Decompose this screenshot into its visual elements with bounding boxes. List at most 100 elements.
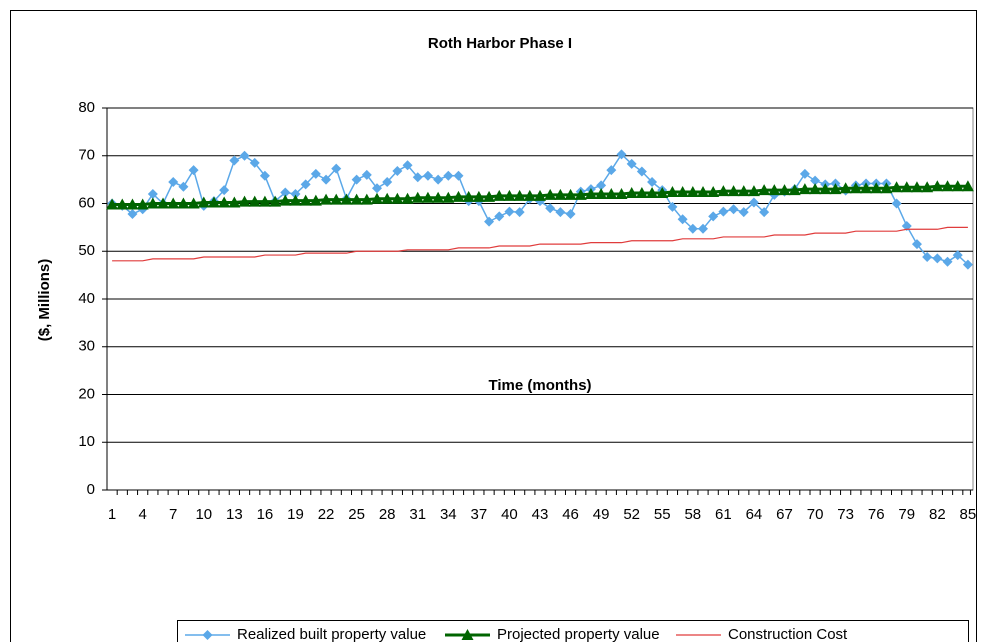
data-point [513,189,526,201]
data-point [280,187,291,198]
data-point [717,185,730,197]
data-point [900,181,913,193]
data-point [727,185,740,197]
data-point [452,190,465,202]
data-point [839,182,852,194]
data-point [870,182,883,194]
data-point [768,184,781,196]
data-point [484,216,495,227]
data-point [952,250,963,261]
data-point [667,201,678,212]
data-point [616,149,627,160]
x-tick-label: 46 [562,506,579,523]
data-point [523,189,536,201]
data-point [360,193,373,205]
data-point [503,189,516,201]
data-point [596,180,607,191]
data-point [126,198,139,210]
x-tick-label: 82 [929,506,946,523]
data-point [422,170,433,181]
data-point [116,198,129,210]
data-point [676,186,689,198]
data-point [146,197,159,209]
legend-label: Projected property value [497,626,660,642]
data-point [259,170,270,181]
data-point [961,180,974,192]
data-point [698,223,709,234]
data-point [433,174,444,185]
data-point [147,188,158,199]
data-point [799,168,810,179]
data-point [229,155,240,166]
data-point [382,177,393,188]
data-point [188,165,199,176]
data-point [187,197,200,209]
data-point [157,197,170,209]
x-tick-label: 31 [409,506,426,523]
x-tick-label: 1 [108,506,116,523]
data-point [402,160,413,171]
x-tick-label: 85 [960,506,977,523]
data-point [666,186,679,198]
data-point [595,187,608,199]
data-point [718,206,729,217]
x-tick-label: 10 [195,506,212,523]
data-point [910,181,923,193]
data-point [798,183,811,195]
x-tick-label: 40 [501,506,518,523]
data-point [555,207,566,218]
x-tick-label: 67 [776,506,793,523]
data-point [494,211,505,222]
data-point [962,259,973,270]
x-tick-label: 34 [440,506,457,523]
data-point [931,180,944,192]
data-point [625,186,638,198]
data-point [890,181,903,193]
data-point [554,188,567,200]
data-point [269,195,282,207]
data-point [178,181,189,192]
y-tick-label: 50 [78,242,95,259]
data-point [106,198,119,210]
x-tick-label: 7 [169,506,177,523]
data-point [168,177,179,188]
data-point [647,177,658,188]
legend-label: Realized built property value [237,626,426,642]
data-point [177,197,190,209]
x-tick-label: 19 [287,506,304,523]
data-point [381,192,394,204]
legend-marker [461,629,474,640]
y-tick-label: 20 [78,385,95,402]
data-point [534,189,546,201]
data-point [748,197,759,208]
data-point [728,204,739,215]
data-point [707,186,720,198]
data-point [829,183,842,195]
y-tick-label: 0 [87,481,95,498]
y-tick-label: 30 [78,338,95,355]
data-point [708,211,719,222]
data-point [238,195,251,207]
data-point [493,189,506,201]
data-point [951,180,964,192]
data-point [483,190,496,202]
data-point [922,251,933,262]
data-point [810,175,821,186]
data-point [289,194,302,206]
y-tick-label: 70 [78,147,95,164]
data-point [370,192,383,204]
data-point [361,169,372,180]
y-tick-label: 80 [78,99,95,116]
x-tick-label: 37 [471,506,488,523]
legend-label: Construction Cost [728,626,848,642]
data-point [218,196,231,208]
data-point [391,192,404,204]
data-point [891,198,902,209]
data-point [228,196,241,208]
data-point [309,194,322,206]
data-point [340,193,353,205]
data-point [544,188,557,200]
data-point [239,150,250,161]
x-tick-label: 43 [532,506,549,523]
data-point [819,183,832,195]
